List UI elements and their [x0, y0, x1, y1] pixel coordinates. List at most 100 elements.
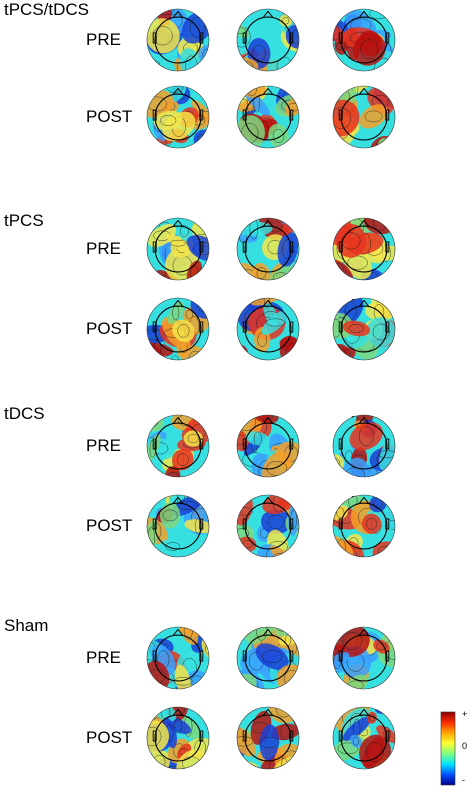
topomap-rim: [146, 217, 210, 281]
head-outline: [244, 225, 292, 273]
head-ear-left: [242, 32, 247, 44]
head-ear-right: [199, 109, 204, 121]
topomap-blob: [159, 502, 181, 529]
head-outline: [340, 714, 388, 762]
topomap-3-0-1: [236, 626, 300, 690]
topomap-contour: [333, 107, 352, 129]
head-ear-left: [242, 730, 247, 742]
head-ear-right: [199, 32, 204, 44]
topomap-contour: [147, 415, 159, 428]
condition-label-0-0: PRE: [86, 30, 121, 49]
topomap-contour: [267, 514, 285, 529]
topomap-contour: [263, 298, 270, 309]
topomap-0-0-2: [332, 8, 396, 72]
topomap-blob: [260, 509, 292, 535]
topomap-rim: [146, 414, 210, 478]
topomap-blob: [342, 320, 370, 337]
head-ear-left: [242, 438, 247, 450]
head-ear-right: [199, 518, 204, 530]
topomap-blob: [176, 749, 207, 769]
topomap-field: [147, 627, 209, 689]
topomap-rim: [146, 85, 210, 149]
head-ear-left: [338, 438, 343, 450]
topomap-2-0-0: [146, 414, 210, 478]
topomap-rim: [146, 8, 210, 72]
topomap-contour: [284, 634, 292, 646]
head-outline: [340, 422, 388, 470]
head-nose: [172, 496, 184, 504]
topomap-0-0-1: [236, 8, 300, 72]
condition-label-2-0: PRE: [86, 436, 121, 455]
topomap-contour: [336, 507, 345, 518]
topomap-field: [333, 218, 395, 280]
topomap-rim: [236, 414, 300, 478]
head-nose: [172, 10, 184, 18]
head-nose: [358, 416, 370, 424]
head-ear-left: [152, 109, 157, 121]
head-nose: [262, 299, 274, 307]
topomap-contour: [147, 726, 162, 747]
topomap-blob: [379, 438, 395, 471]
head-nose: [172, 628, 184, 636]
topomap-field: [333, 495, 395, 557]
topomap-blob: [178, 627, 199, 645]
topomap-blob: [172, 448, 194, 471]
head-ear-right: [289, 109, 294, 121]
head-outline: [244, 16, 292, 64]
head-ear-right: [385, 730, 390, 742]
topomap-field: [237, 86, 299, 148]
topomap-rim: [236, 706, 300, 770]
head-outline: [244, 714, 292, 762]
head-outline: [154, 634, 202, 682]
topomap-field: [147, 495, 209, 557]
head-ear-left: [242, 241, 247, 253]
topomap-contour: [238, 298, 256, 302]
topomap-blob: [166, 233, 190, 253]
group-title-2: tDCS: [4, 404, 45, 423]
topomap-rim: [146, 494, 210, 558]
head-ear-left: [242, 518, 247, 530]
head-ear-right: [199, 321, 204, 333]
topomap-rim: [332, 8, 396, 72]
head-nose: [172, 708, 184, 716]
head-outline: [340, 502, 388, 550]
head-ear-right: [385, 241, 390, 253]
topomap-contour: [253, 431, 262, 446]
topomap-1-1-1: [236, 297, 300, 361]
condition-label-1-0: PRE: [86, 239, 121, 258]
topomap-contour: [177, 500, 198, 510]
head-nose: [358, 496, 370, 504]
topomap-rim: [332, 494, 396, 558]
topomap-blob: [255, 643, 289, 670]
head-ear-left: [338, 32, 343, 44]
topomap-blob: [168, 352, 182, 360]
topomap-contour: [358, 426, 374, 447]
colorbar-mid-label: 0: [462, 741, 468, 751]
topomap-field: [237, 415, 299, 477]
head-ear-right: [289, 650, 294, 662]
topomap-contour: [366, 742, 384, 762]
topomap-contour: [348, 324, 365, 333]
topomap-contour: [174, 717, 183, 734]
head-nose: [172, 219, 184, 227]
topomap-rim: [236, 494, 300, 558]
topomap-field: [333, 9, 395, 71]
head-nose: [358, 299, 370, 307]
topomap-blob: [172, 319, 195, 342]
head-ear-right: [199, 438, 204, 450]
topomap-contour: [379, 763, 388, 769]
group-title-3: Sham: [4, 616, 49, 635]
head-outline: [244, 634, 292, 682]
topomap-2-0-1: [236, 414, 300, 478]
head-nose: [358, 708, 370, 716]
topomap-contour: [283, 218, 299, 225]
topomap-rim: [332, 706, 396, 770]
topomap-contour: [333, 547, 344, 557]
colorbar-max-label: +: [462, 709, 468, 719]
head-ear-left: [242, 109, 247, 121]
topomap-contour: [197, 298, 209, 313]
topomap-contour: [333, 627, 340, 639]
head-ear-right: [289, 32, 294, 44]
head-ear-right: [289, 438, 294, 450]
topomap-blob: [361, 513, 382, 534]
